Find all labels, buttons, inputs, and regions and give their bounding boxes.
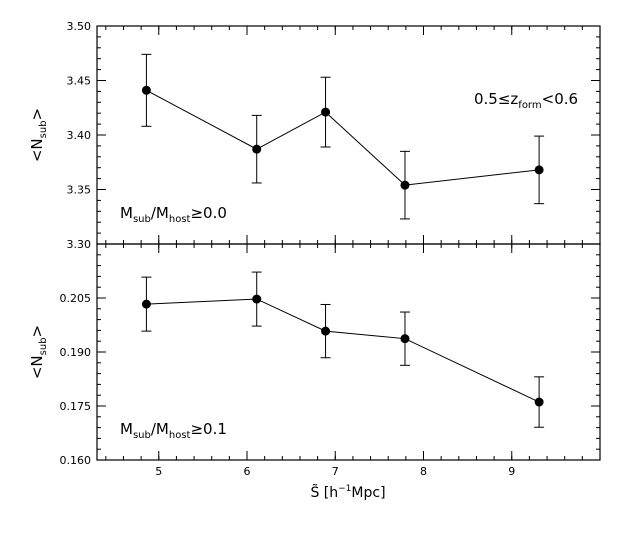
bottom-y-axis-label: <Nsub> bbox=[28, 325, 49, 379]
x-tick-label: 8 bbox=[420, 465, 427, 478]
top-y-axis-label: <Nsub> bbox=[28, 108, 49, 162]
axis-ticks bbox=[97, 25, 601, 461]
data-point bbox=[141, 85, 151, 95]
y-tick-label: 3.45 bbox=[67, 75, 92, 88]
bottom-mass-annotation: Msub/Mhost≥0.1 bbox=[120, 420, 227, 441]
data-point bbox=[400, 334, 410, 344]
data-point bbox=[321, 326, 331, 336]
top-mass-annotation: Msub/Mhost≥0.0 bbox=[120, 204, 227, 225]
top-y-tick-labels: 3.30 3.35 3.40 3.45 3.50 bbox=[67, 20, 92, 251]
bottom-panel-frame bbox=[96, 243, 601, 461]
data-point bbox=[252, 294, 262, 304]
data-point bbox=[400, 180, 410, 190]
bottom-series bbox=[141, 271, 545, 428]
y-tick-label: 3.50 bbox=[67, 20, 92, 33]
y-tick-label: 3.30 bbox=[67, 238, 92, 251]
x-tick-label: 5 bbox=[155, 465, 162, 478]
y-tick-label: 3.40 bbox=[67, 129, 92, 142]
x-tick-label: 7 bbox=[332, 465, 339, 478]
data-point bbox=[534, 165, 544, 175]
x-tick-label: 6 bbox=[244, 465, 251, 478]
data-point bbox=[141, 299, 151, 309]
data-point bbox=[252, 144, 262, 154]
y-tick-label: 0.160 bbox=[60, 454, 92, 467]
x-tick-labels: 5 6 7 8 9 bbox=[155, 465, 515, 478]
top-panel-frame bbox=[96, 25, 601, 245]
y-tick-label: 0.175 bbox=[60, 400, 92, 413]
bottom-y-tick-labels: 0.160 0.175 0.190 0.205 bbox=[60, 292, 92, 467]
series-line bbox=[146, 298, 540, 403]
redshift-annotation: 0.5≤zform<0.6 bbox=[474, 90, 578, 111]
top-series bbox=[141, 53, 545, 220]
x-tick-label: 9 bbox=[508, 465, 515, 478]
y-tick-label: 3.35 bbox=[67, 184, 92, 197]
y-tick-label: 0.205 bbox=[60, 292, 92, 305]
x-axis-label: S̃ [h−1Mpc] bbox=[310, 484, 385, 501]
data-point bbox=[321, 107, 331, 117]
data-point bbox=[534, 397, 544, 407]
y-tick-label: 0.190 bbox=[60, 346, 92, 359]
